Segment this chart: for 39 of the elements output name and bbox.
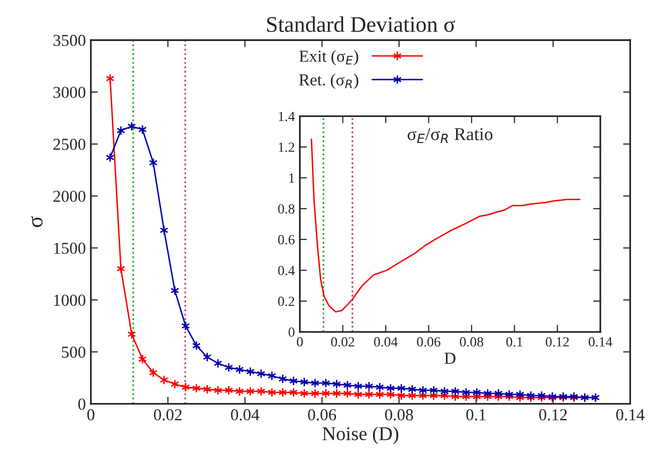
- x-tick-label: 0.08: [460, 337, 484, 347]
- x-tick-label: 0: [296, 337, 303, 347]
- x-tick-label: 0.02: [331, 337, 354, 347]
- y-tick-label: 1000: [54, 294, 86, 306]
- x-tick-label: 0.08: [385, 409, 413, 420]
- y-tick-label: 0.6: [278, 235, 295, 244]
- legend-label: Exit (σ$_{E}$): [299, 50, 358, 66]
- x-axis-title: D: [444, 352, 456, 364]
- y-tick-label: 3000: [53, 86, 86, 98]
- y-tick-label: 0.2: [278, 296, 294, 306]
- x-tick-label: 0.12: [546, 337, 569, 347]
- y-tick-label: 0: [78, 398, 86, 410]
- x-tick-label: 0.04: [374, 337, 398, 347]
- x-tick-label: 0.14: [616, 409, 644, 420]
- x-tick-label: 0.1: [506, 337, 522, 347]
- x-tick-label: 0.14: [588, 337, 612, 347]
- y-tick-label: 1.4: [278, 112, 295, 122]
- y-tick-label: 500: [62, 346, 86, 358]
- y-tick-label: 2500: [53, 138, 86, 150]
- y-tick-label: 0.4: [278, 266, 295, 276]
- y-tick-label: 1500: [54, 242, 86, 254]
- x-tick-label: 0.1: [466, 409, 486, 420]
- x-tick-label: 0.02: [154, 409, 182, 420]
- y-tick-label: 0: [288, 328, 294, 337]
- x-tick-label: 0.12: [539, 409, 567, 420]
- legend-label: Ret. (σ$_{R}$): [299, 74, 358, 89]
- y-tick-label: 2000: [53, 190, 86, 202]
- y-tick-label: 1: [289, 173, 294, 183]
- chart-title: Standard Deviation σ: [267, 16, 456, 32]
- y-tick-label: 1.2: [278, 142, 294, 152]
- x-axis-title: Noise (D): [322, 426, 398, 444]
- y-tick-label: 3500: [53, 34, 86, 46]
- x-tick-label: 0: [87, 409, 94, 420]
- text: σ$_{E}$/σ$_{R}$ Ratio: [408, 128, 492, 144]
- y-axis-title: σ: [31, 216, 43, 228]
- x-tick-label: 0.06: [308, 409, 336, 420]
- y-tick-label: 0.8: [278, 204, 294, 214]
- x-tick-label: 0.04: [231, 409, 260, 420]
- x-tick-label: 0.06: [416, 337, 440, 347]
